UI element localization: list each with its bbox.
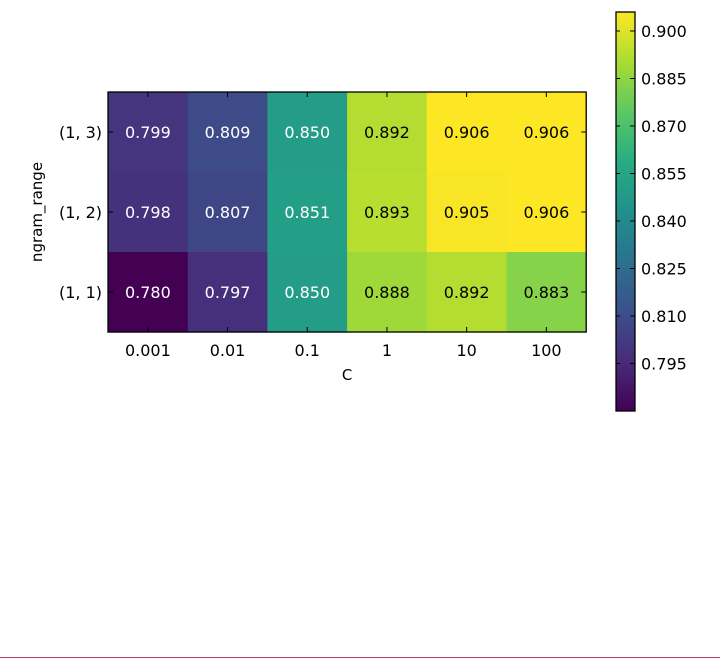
cell-value-label: 0.906 — [444, 123, 490, 142]
heatmap-cell — [108, 172, 189, 253]
cell-value-label: 0.892 — [364, 123, 410, 142]
heatmap-cells — [108, 92, 587, 333]
cell-value-label: 0.850 — [284, 123, 330, 142]
colorbar-tick-label: 0.885 — [641, 70, 687, 89]
heatmap-cell — [267, 92, 348, 173]
cell-value-label: 0.888 — [364, 283, 410, 302]
heatmap-cell — [267, 252, 348, 333]
heatmap-cell — [426, 92, 508, 173]
heatmap-cell — [347, 252, 428, 333]
y-tick-label: (1, 3) — [59, 123, 102, 142]
x-tick-label: 1 — [382, 341, 392, 360]
colorbar-tick-label: 0.855 — [641, 165, 687, 184]
cell-value-label: 0.851 — [284, 203, 330, 222]
y-axis-label: ngram_range — [28, 162, 47, 262]
colorbar-ticks: 0.795 0.810 0.825 0.840 0.855 0.870 0.885 0.900 — [616, 22, 687, 374]
heatmap-cell — [267, 172, 348, 253]
x-axis-ticks: 0.001 0.01 0.1 1 10 100 — [125, 92, 562, 360]
x-tick-label: 100 — [531, 341, 562, 360]
heatmap-cell — [108, 92, 189, 173]
cell-value-label: 0.798 — [125, 203, 171, 222]
cell-value-label: 0.797 — [205, 283, 251, 302]
cell-value-label: 0.850 — [284, 283, 330, 302]
cell-value-label: 0.893 — [364, 203, 410, 222]
x-tick-label: 0.001 — [125, 341, 171, 360]
cell-value-label: 0.807 — [205, 203, 251, 222]
x-tick-label: 0.01 — [210, 341, 246, 360]
colorbar — [615, 11, 636, 412]
heatmap-cell — [506, 252, 587, 333]
colorbar-tick-label: 0.900 — [641, 22, 687, 41]
heatmap-cell — [506, 172, 587, 253]
x-axis-label: C — [342, 366, 352, 384]
colorbar-tick-label: 0.795 — [641, 355, 687, 374]
heatmap-cell — [187, 92, 268, 173]
heatmap-cell — [426, 172, 508, 253]
cell-value-label: 0.906 — [523, 203, 569, 222]
cell-value-label: 0.809 — [205, 123, 251, 142]
cell-value-label: 0.905 — [444, 203, 490, 222]
colorbar-tick-label: 0.840 — [641, 212, 687, 231]
heatmap-cell — [187, 172, 268, 253]
y-axis-ticks: (1, 3) (1, 2) (1, 1) — [59, 123, 587, 302]
x-tick-label: 10 — [456, 341, 476, 360]
x-tick-label: 0.1 — [295, 341, 320, 360]
cell-value-label: 0.892 — [444, 283, 490, 302]
heatmap-cell — [347, 172, 428, 253]
cell-value-label: 0.799 — [125, 123, 171, 142]
heatmap-cell — [506, 92, 587, 173]
heatmap-cell — [426, 252, 508, 333]
bottom-border — [0, 657, 720, 658]
y-tick-label: (1, 1) — [59, 283, 102, 302]
heatmap-cell — [187, 252, 268, 333]
colorbar-tick-label: 0.870 — [641, 117, 687, 136]
y-tick-label: (1, 2) — [59, 203, 102, 222]
heatmap-cell — [347, 92, 428, 173]
colorbar-tick-label: 0.825 — [641, 260, 687, 279]
heatmap-cell — [108, 252, 189, 333]
cell-value-label: 0.906 — [523, 123, 569, 142]
colorbar-tick-label: 0.810 — [641, 307, 687, 326]
cell-value-label: 0.883 — [523, 283, 569, 302]
heatmap-cell-labels: 0.799 0.809 0.850 0.892 0.906 0.906 0.798 0.807… — [125, 123, 569, 302]
cell-value-label: 0.780 — [125, 283, 171, 302]
